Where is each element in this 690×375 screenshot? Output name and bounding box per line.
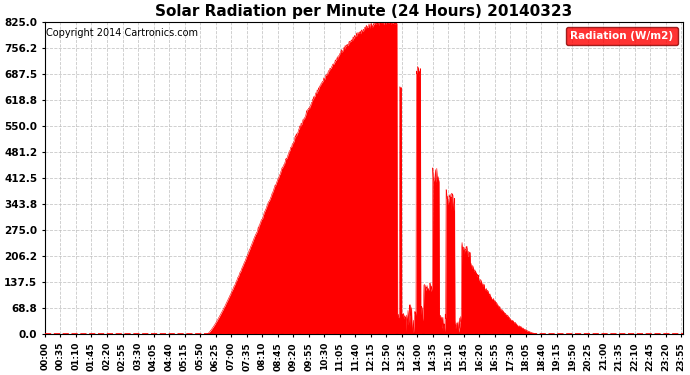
Text: Copyright 2014 Cartronics.com: Copyright 2014 Cartronics.com: [46, 28, 198, 38]
Legend: Radiation (W/m2): Radiation (W/m2): [566, 27, 678, 45]
Title: Solar Radiation per Minute (24 Hours) 20140323: Solar Radiation per Minute (24 Hours) 20…: [155, 4, 573, 19]
